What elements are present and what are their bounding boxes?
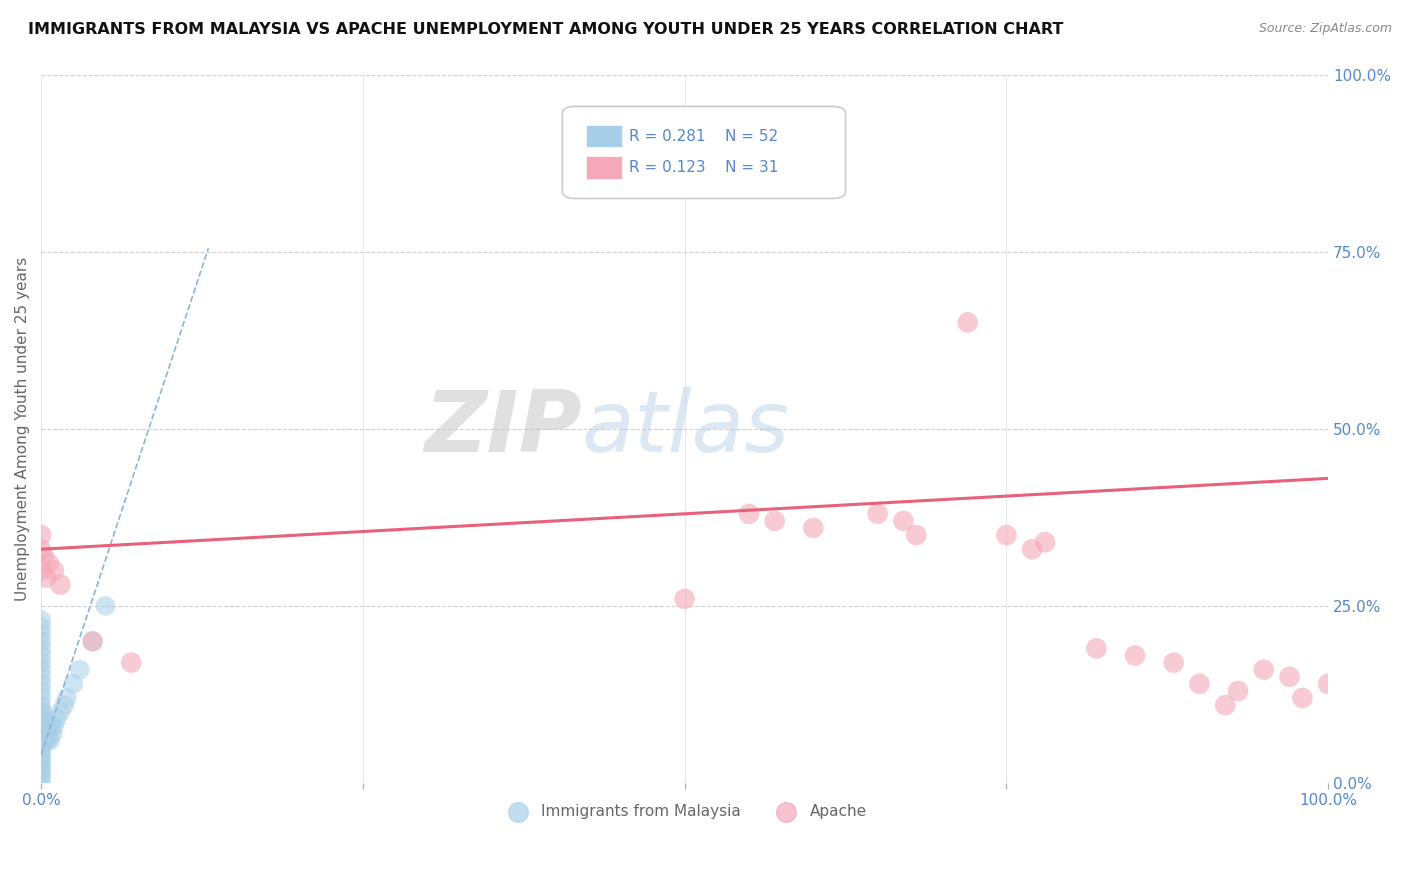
- Point: [30, 705, 52, 719]
- Text: IMMIGRANTS FROM MALAYSIA VS APACHE UNEMPLOYMENT AMONG YOUTH UNDER 25 YEARS CORRE: IMMIGRANTS FROM MALAYSIA VS APACHE UNEMP…: [28, 22, 1063, 37]
- Point: [893, 514, 915, 528]
- Point: [49, 705, 72, 719]
- Point: [30, 747, 52, 762]
- FancyBboxPatch shape: [562, 106, 845, 199]
- Point: [30, 755, 52, 769]
- Point: [30, 719, 52, 733]
- Point: [30, 648, 52, 663]
- Point: [38, 557, 60, 571]
- Point: [30, 747, 52, 762]
- Text: ZIP: ZIP: [425, 387, 582, 470]
- FancyBboxPatch shape: [585, 125, 621, 147]
- Point: [37, 719, 59, 733]
- Point: [30, 634, 52, 648]
- Point: [738, 507, 761, 521]
- Point: [673, 591, 696, 606]
- Text: atlas: atlas: [582, 387, 790, 470]
- Point: [1163, 656, 1185, 670]
- Point: [62, 677, 84, 691]
- Point: [82, 634, 104, 648]
- Point: [30, 762, 52, 776]
- Point: [1085, 641, 1108, 656]
- Point: [30, 698, 52, 712]
- Point: [31, 719, 53, 733]
- Point: [30, 620, 52, 634]
- Point: [45, 712, 67, 726]
- Point: [32, 726, 55, 740]
- Point: [42, 564, 65, 578]
- Point: [1123, 648, 1146, 663]
- Point: [38, 726, 60, 740]
- Point: [30, 564, 52, 578]
- Point: [31, 705, 53, 719]
- Point: [30, 677, 52, 691]
- Point: [30, 740, 52, 755]
- Point: [30, 762, 52, 776]
- Point: [30, 542, 52, 557]
- Point: [35, 570, 58, 584]
- Point: [37, 733, 59, 747]
- Point: [30, 691, 52, 706]
- Point: [1291, 691, 1313, 706]
- Point: [763, 514, 786, 528]
- Text: Source: ZipAtlas.com: Source: ZipAtlas.com: [1258, 22, 1392, 36]
- Point: [30, 769, 52, 783]
- Point: [30, 712, 52, 726]
- Legend: Immigrants from Malaysia, Apache: Immigrants from Malaysia, Apache: [496, 797, 873, 825]
- Point: [41, 726, 63, 740]
- Point: [32, 549, 55, 564]
- Point: [41, 719, 63, 733]
- Point: [30, 726, 52, 740]
- Point: [1227, 684, 1250, 698]
- Point: [30, 656, 52, 670]
- Point: [56, 691, 79, 706]
- Point: [30, 769, 52, 783]
- Point: [956, 316, 979, 330]
- Point: [30, 528, 52, 542]
- FancyBboxPatch shape: [585, 156, 621, 178]
- Point: [34, 733, 56, 747]
- Point: [49, 577, 72, 591]
- Point: [82, 634, 104, 648]
- Point: [42, 719, 65, 733]
- Point: [34, 719, 56, 733]
- Point: [120, 656, 142, 670]
- Point: [1278, 670, 1301, 684]
- Point: [30, 670, 52, 684]
- Point: [866, 507, 889, 521]
- Point: [30, 740, 52, 755]
- Point: [1253, 663, 1275, 677]
- Point: [30, 755, 52, 769]
- Point: [39, 733, 62, 747]
- Point: [30, 641, 52, 656]
- Point: [94, 599, 117, 613]
- Point: [1317, 677, 1340, 691]
- Point: [53, 698, 76, 712]
- Point: [801, 521, 824, 535]
- Point: [995, 528, 1018, 542]
- Point: [1021, 542, 1043, 557]
- Point: [905, 528, 928, 542]
- Point: [35, 726, 58, 740]
- Point: [30, 663, 52, 677]
- Point: [30, 776, 52, 790]
- Point: [30, 627, 52, 641]
- Point: [69, 663, 91, 677]
- Point: [1213, 698, 1236, 712]
- Y-axis label: Unemployment Among Youth under 25 years: Unemployment Among Youth under 25 years: [15, 257, 30, 601]
- Text: R = 0.281    N = 52: R = 0.281 N = 52: [630, 128, 779, 144]
- Point: [1188, 677, 1211, 691]
- Point: [30, 613, 52, 627]
- Text: R = 0.123    N = 31: R = 0.123 N = 31: [630, 160, 779, 175]
- Point: [30, 684, 52, 698]
- Point: [30, 733, 52, 747]
- Point: [30, 733, 52, 747]
- Point: [1033, 535, 1056, 549]
- Point: [32, 712, 55, 726]
